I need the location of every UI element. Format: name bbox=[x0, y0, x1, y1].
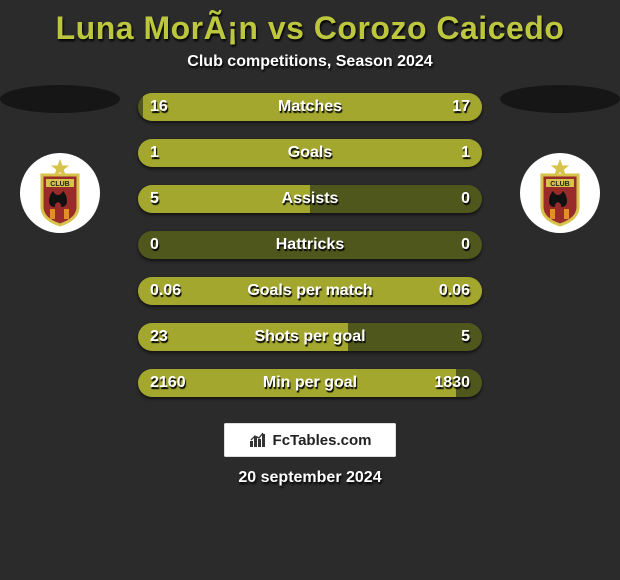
stat-value-left: 5 bbox=[150, 185, 159, 213]
page-subtitle: Club competitions, Season 2024 bbox=[0, 47, 620, 71]
brand-label: FcTables.com bbox=[273, 432, 372, 449]
club-logo-left: CLUB bbox=[20, 153, 100, 233]
stat-value-right: 0.06 bbox=[439, 277, 470, 305]
stat-row: Shots per goal23 5 bbox=[138, 323, 482, 351]
stat-label: Min per goal bbox=[138, 369, 482, 397]
club-logo-right: CLUB bbox=[520, 153, 600, 233]
stat-row: Hattricks0 0 bbox=[138, 231, 482, 259]
page-title: Luna MorÃ¡n vs Corozo Caicedo bbox=[0, 0, 620, 47]
stat-value-left: 0 bbox=[150, 231, 159, 259]
stat-label: Matches bbox=[138, 93, 482, 121]
stat-row: Goals1 1 bbox=[138, 139, 482, 167]
stat-label: Shots per goal bbox=[138, 323, 482, 351]
brand-badge[interactable]: FcTables.com bbox=[224, 423, 396, 457]
stat-value-right: 0 bbox=[461, 231, 470, 259]
stat-value-left: 16 bbox=[150, 93, 168, 121]
stat-label: Hattricks bbox=[138, 231, 482, 259]
svg-text:CLUB: CLUB bbox=[550, 181, 569, 188]
stat-label: Goals bbox=[138, 139, 482, 167]
stat-value-right: 1 bbox=[461, 139, 470, 167]
stat-value-left: 23 bbox=[150, 323, 168, 351]
stat-value-left: 1 bbox=[150, 139, 159, 167]
stat-value-right: 5 bbox=[461, 323, 470, 351]
stat-row: Assists5 0 bbox=[138, 185, 482, 213]
page-date: 20 september 2024 bbox=[0, 457, 620, 487]
player-shadow-right bbox=[500, 85, 620, 113]
stat-row: Matches16 17 bbox=[138, 93, 482, 121]
stat-label: Goals per match bbox=[138, 277, 482, 305]
stat-value-right: 17 bbox=[452, 93, 470, 121]
stat-rows: Matches1617Goals11Assists50Hattricks00Go… bbox=[138, 93, 482, 397]
player-shadow-left bbox=[0, 85, 120, 113]
stat-value-left: 0.06 bbox=[150, 277, 181, 305]
svg-text:CLUB: CLUB bbox=[50, 181, 69, 188]
stat-value-right: 1830 bbox=[434, 369, 470, 397]
stat-row: Goals per match0.06 0.06 bbox=[138, 277, 482, 305]
stats-arena: CLUB CLUB Matches1617Goals11Assists50Hat… bbox=[0, 93, 620, 397]
stat-value-right: 0 bbox=[461, 185, 470, 213]
stat-label: Assists bbox=[138, 185, 482, 213]
bar-chart-icon bbox=[249, 431, 267, 449]
stat-row: Min per goal2160 1830 bbox=[138, 369, 482, 397]
stat-value-left: 2160 bbox=[150, 369, 186, 397]
